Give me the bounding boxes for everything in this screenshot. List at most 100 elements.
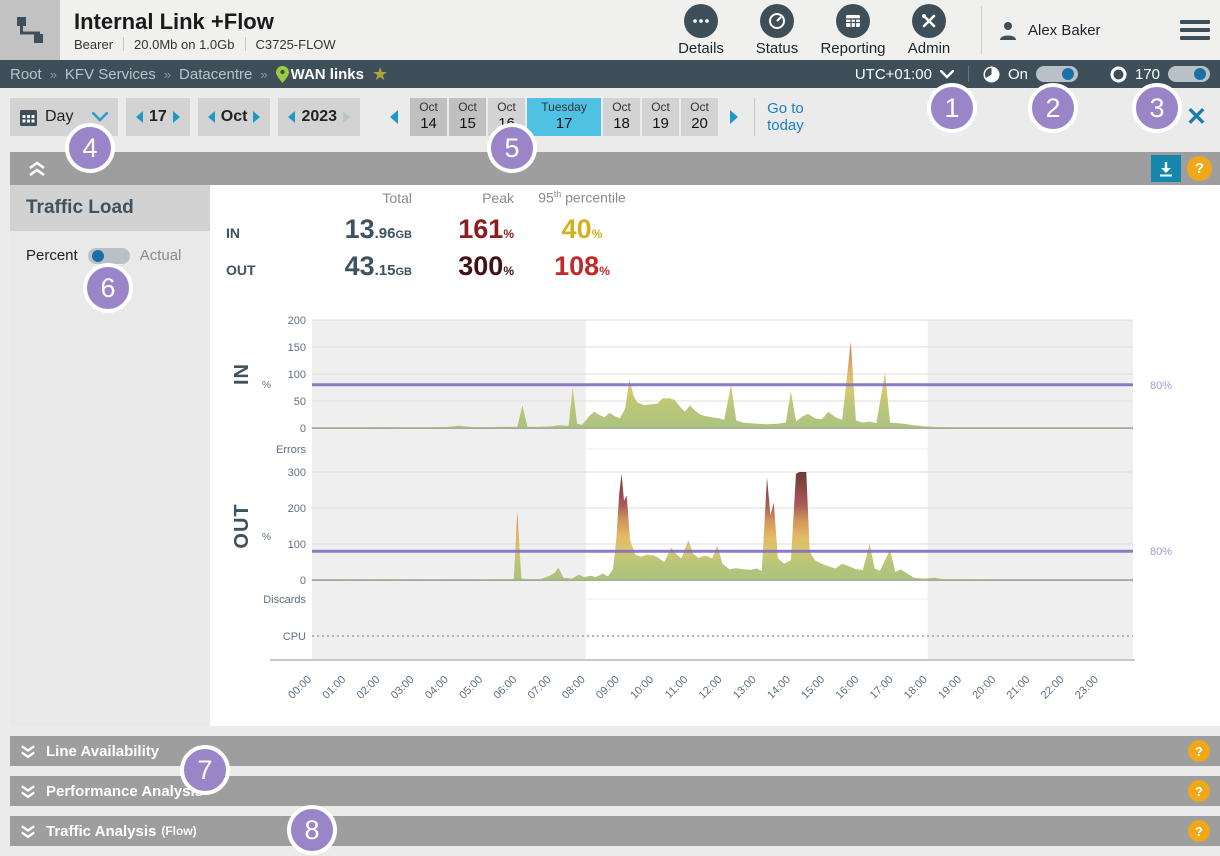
admin-icon [922,13,936,27]
subtitle-device: C3725-FLOW [255,36,336,52]
svg-text:17:00: 17:00 [868,674,896,702]
prev-week-arrow[interactable] [386,98,402,136]
svg-text:Discards: Discards [263,594,306,606]
download-icon [1160,161,1172,176]
nav-status[interactable]: Status [739,3,815,57]
svg-text:13:00: 13:00 [731,674,759,702]
close-icon[interactable]: ✕ [1186,103,1207,131]
prev-icon [390,110,399,124]
step-prev-icon[interactable] [207,111,215,123]
help-icon[interactable]: ? [1188,740,1210,762]
day-tab-20[interactable]: Oct 20 [681,98,719,136]
annotation-circle-7: 7 [180,745,230,795]
day-stepper[interactable]: 17 [126,98,190,136]
svg-text:100: 100 [288,369,306,381]
crumb-root[interactable]: Root [10,65,42,83]
stats-out-p95: 108% [554,250,610,281]
svg-text:09:00: 09:00 [594,674,622,702]
nav-reporting[interactable]: Reporting [815,3,891,57]
svg-text:300: 300 [288,467,306,479]
day-tab-19[interactable]: Oct 19 [642,98,680,136]
help-icon[interactable]: ? [1188,780,1210,802]
help-icon[interactable]: ? [1187,156,1212,181]
user-menu[interactable]: Alex Baker [996,18,1146,42]
dial-icon [1110,66,1127,82]
step-next-icon[interactable] [253,111,261,123]
dial-value: 170 [1134,65,1160,83]
subtitle-type: Bearer [74,36,114,52]
annotation-circle-5: 5 [487,123,537,173]
step-prev-icon[interactable] [136,111,143,123]
crumb-wan-links[interactable]: WAN links [290,65,364,83]
period-label: Day [45,108,74,125]
section-traffic-analysis[interactable]: Traffic Analysis (Flow)? [10,816,1220,846]
nav-admin[interactable]: Admin [891,3,967,57]
collapse-icon[interactable] [28,160,46,177]
panel-main: Total Peak 95th percentile IN 13.96GB 16… [210,185,1220,726]
crumb-separator: » [49,66,57,82]
month-stepper[interactable]: Oct [197,98,271,136]
timezone-label[interactable]: UTC+01:00 [854,65,932,83]
favorite-star-icon[interactable]: ★ [371,63,389,84]
year-stepper[interactable]: 2023 [278,98,361,136]
chevron-down-icon [92,112,108,122]
day-tab-14[interactable]: Oct 14 [410,98,448,136]
panel-title: Traffic Load [26,197,134,218]
stats-in-label: IN [226,224,240,241]
svg-text:OUT: OUT [231,503,253,548]
office-hours-toggle[interactable] [1035,66,1078,82]
next-week-arrow[interactable] [726,98,742,136]
crumb-datacentre[interactable]: Datacentre [179,65,253,83]
svg-text:CPU: CPU [283,631,306,643]
download-button[interactable] [1151,155,1181,182]
svg-text:04:00: 04:00 [423,674,451,702]
unit-toggle-actual-label[interactable]: Actual [139,247,182,264]
nav-details-label: Details [678,39,724,57]
section-label: Traffic Analysis [46,822,157,840]
person-icon [1000,22,1016,40]
svg-text:80%: 80% [1150,546,1172,558]
page-title: Internal Link +Flow [74,8,274,34]
stats-out-total: 43.15GB [344,250,412,281]
svg-text:11:00: 11:00 [663,674,690,701]
annotation-circle-3: 3 [1132,83,1182,133]
hamburger-icon[interactable] [1180,20,1210,40]
panel-header: ? [10,152,1220,185]
office-hours-label: On [1007,65,1028,83]
annotation-circle-4: 4 [65,123,115,173]
svg-text:07:00: 07:00 [526,674,554,702]
dial-toggle[interactable] [1168,66,1210,82]
svg-text:50: 50 [294,396,306,408]
chevron-down-icon[interactable] [939,69,954,79]
svg-text:19:00: 19:00 [936,674,964,702]
nav-reporting-label: Reporting [820,39,886,57]
svg-text:00:00: 00:00 [286,674,314,702]
svg-text:03:00: 03:00 [389,674,417,702]
expand-icon [21,824,35,838]
help-icon[interactable]: ? [1188,820,1210,842]
section-label: Line Availability [46,742,160,760]
stats-col-total: Total [382,189,412,206]
section-label: Performance Analysis [46,782,204,800]
crumb-kfv-services[interactable]: KFV Services [64,65,156,83]
day-tab-17[interactable]: Tuesday 17 [527,98,602,136]
unit-toggle[interactable] [87,247,130,264]
unit-toggle-percent-label[interactable]: Percent [26,247,78,264]
svg-text:02:00: 02:00 [355,674,383,702]
crumb-separator: » [260,66,268,82]
nav-admin-label: Admin [907,39,951,57]
stats-in-p95: 40% [561,213,603,244]
day-tab-18[interactable]: Oct 18 [603,98,641,136]
step-prev-icon[interactable] [288,111,296,123]
svg-text:150: 150 [288,342,306,354]
crumb-separator: » [163,66,172,82]
nav-details[interactable]: Details [663,3,739,57]
svg-text:0: 0 [300,423,306,435]
day-tab-15[interactable]: Oct 15 [449,98,487,136]
step-next-icon[interactable] [172,111,180,123]
step-next-icon[interactable] [343,111,351,123]
stats-in-total: 13.96GB [344,213,412,244]
svg-text:15:00: 15:00 [799,674,827,702]
stats-out-label: OUT [226,261,256,278]
go-to-today-link[interactable]: Go to today [767,100,804,134]
